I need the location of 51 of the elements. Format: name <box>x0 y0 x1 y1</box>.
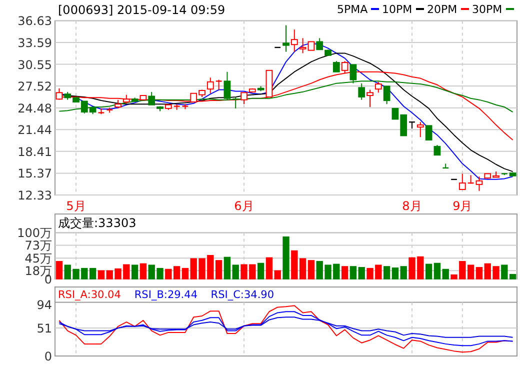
series-label: RSI_B:29.44 <box>134 289 198 301</box>
candlestick <box>56 88 63 100</box>
y-tick-label: 94 <box>36 298 52 312</box>
y-tick-label: 18.41 <box>18 144 52 159</box>
candlestick <box>240 92 248 105</box>
candlestick <box>358 82 366 100</box>
y-tick-label: 45万 <box>24 252 52 266</box>
y-tick-label: 24.48 <box>18 101 52 116</box>
legend-label: 5PMA <box>337 3 368 16</box>
x-tick-label: 8月 <box>402 199 422 213</box>
candlestick <box>290 29 298 52</box>
legend-label: 20PM <box>427 3 458 16</box>
legend-item: 30PM <box>472 3 514 16</box>
candlestick <box>476 176 483 192</box>
candlestick <box>458 173 466 190</box>
candlestick <box>206 77 214 94</box>
x-tick-label: 9月 <box>452 199 472 213</box>
legend-item: 5PMA <box>337 3 379 16</box>
legend-label: 10PM <box>382 3 412 16</box>
chart-title: [000693] 2015-09-14 09:59 <box>58 3 226 17</box>
candlestick <box>374 81 382 94</box>
legend-label: 30PM <box>472 3 502 16</box>
y-tick-label: 100万 <box>17 226 52 240</box>
y-tick-label: 30.55 <box>18 58 52 72</box>
legend-item: 10PM <box>382 3 424 16</box>
candlestick <box>316 38 324 50</box>
candlestick <box>383 86 390 105</box>
y-tick-label: 36.63 <box>18 14 52 28</box>
series-label: RSI_A:30.04 <box>58 289 122 301</box>
candlestick <box>366 89 374 108</box>
y-tick-label: 27.52 <box>18 80 52 94</box>
x-tick-label: 6月 <box>234 199 254 213</box>
y-tick-label: 51 <box>36 322 52 336</box>
y-tick-label: 21.44 <box>18 123 52 138</box>
candlestick <box>148 91 156 106</box>
candlestick <box>215 79 222 90</box>
y-tick-label: 33.59 <box>18 36 52 50</box>
chart-title: 成交量:33303 <box>58 216 136 230</box>
candlestick <box>350 64 357 84</box>
candlestick <box>416 122 424 138</box>
candlestick <box>282 24 290 52</box>
candlestick <box>299 38 306 54</box>
candlestick <box>224 71 231 100</box>
candlestick <box>341 60 348 74</box>
legend-item: 20PM <box>427 3 469 16</box>
series-label: RSI_C:34.90 <box>210 289 274 301</box>
y-tick-label: 15.37 <box>18 166 52 181</box>
y-tick-label: 12.33 <box>18 188 52 202</box>
y-tick-label: 73万 <box>24 238 52 253</box>
x-tick-label: 5月 <box>66 199 86 213</box>
y-tick-label: 0 <box>44 350 52 364</box>
